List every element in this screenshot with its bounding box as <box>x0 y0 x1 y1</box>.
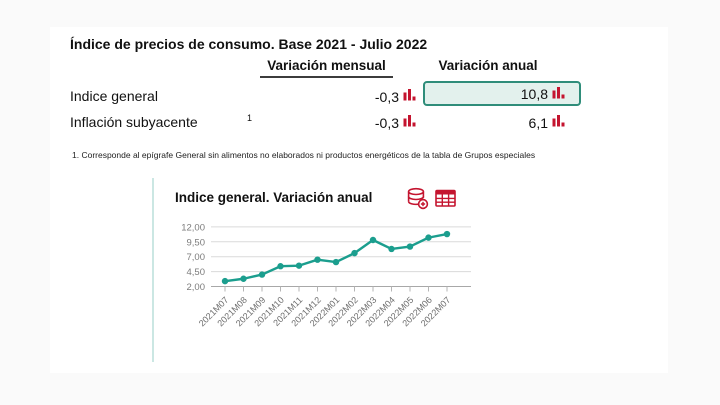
value-general-monthly: -0,3 <box>375 88 418 104</box>
mini-barchart-icon[interactable] <box>403 114 418 130</box>
column-header-monthly: Variación mensual <box>260 58 393 78</box>
value-subyacente-annual: 6,1 <box>529 114 567 130</box>
mini-barchart-icon[interactable] <box>552 86 567 102</box>
line-chart[interactable]: 12,00 9,50 7,00 4,50 2,00 2021M07 2021M08 2021M… <box>155 219 485 369</box>
table-view-icon[interactable] <box>434 187 457 210</box>
value-text: 6,1 <box>528 115 548 131</box>
table-footnote: 1. Corresponde al epígrafe General sin a… <box>72 150 536 160</box>
svg-text:12,00: 12,00 <box>181 222 205 233</box>
chart-panel-border <box>152 178 154 362</box>
svg-text:2,00: 2,00 <box>187 282 206 293</box>
value-text: -0,3 <box>374 115 399 131</box>
content-card: Índice de precios de consumo. Base 2021 … <box>50 27 668 373</box>
value-text: -0,3 <box>374 89 399 105</box>
value-text: 10,8 <box>520 85 548 102</box>
row-label-general: Indice general <box>70 88 158 104</box>
svg-text:9,50: 9,50 <box>187 237 206 248</box>
database-add-icon[interactable] <box>406 187 429 210</box>
footnote-reference: 1 <box>247 113 253 123</box>
value-subyacente-monthly: -0,3 <box>375 114 418 130</box>
mini-barchart-icon[interactable] <box>403 88 418 104</box>
svg-text:4,50: 4,50 <box>187 267 206 278</box>
svg-text:7,00: 7,00 <box>187 252 206 263</box>
page-title: Índice de precios de consumo. Base 2021 … <box>70 36 428 52</box>
column-header-annual: Variación anual <box>438 58 538 73</box>
chart-svg[interactable]: 12,009,507,004,502,002021M072021M082021M… <box>155 219 485 369</box>
chart-title: Indice general. Variación anual <box>175 190 373 205</box>
mini-barchart-icon[interactable] <box>552 114 567 130</box>
row-label-subyacente: Inflación subyacente <box>70 114 198 130</box>
highlighted-annual-cell[interactable]: 10,8 <box>423 81 581 106</box>
